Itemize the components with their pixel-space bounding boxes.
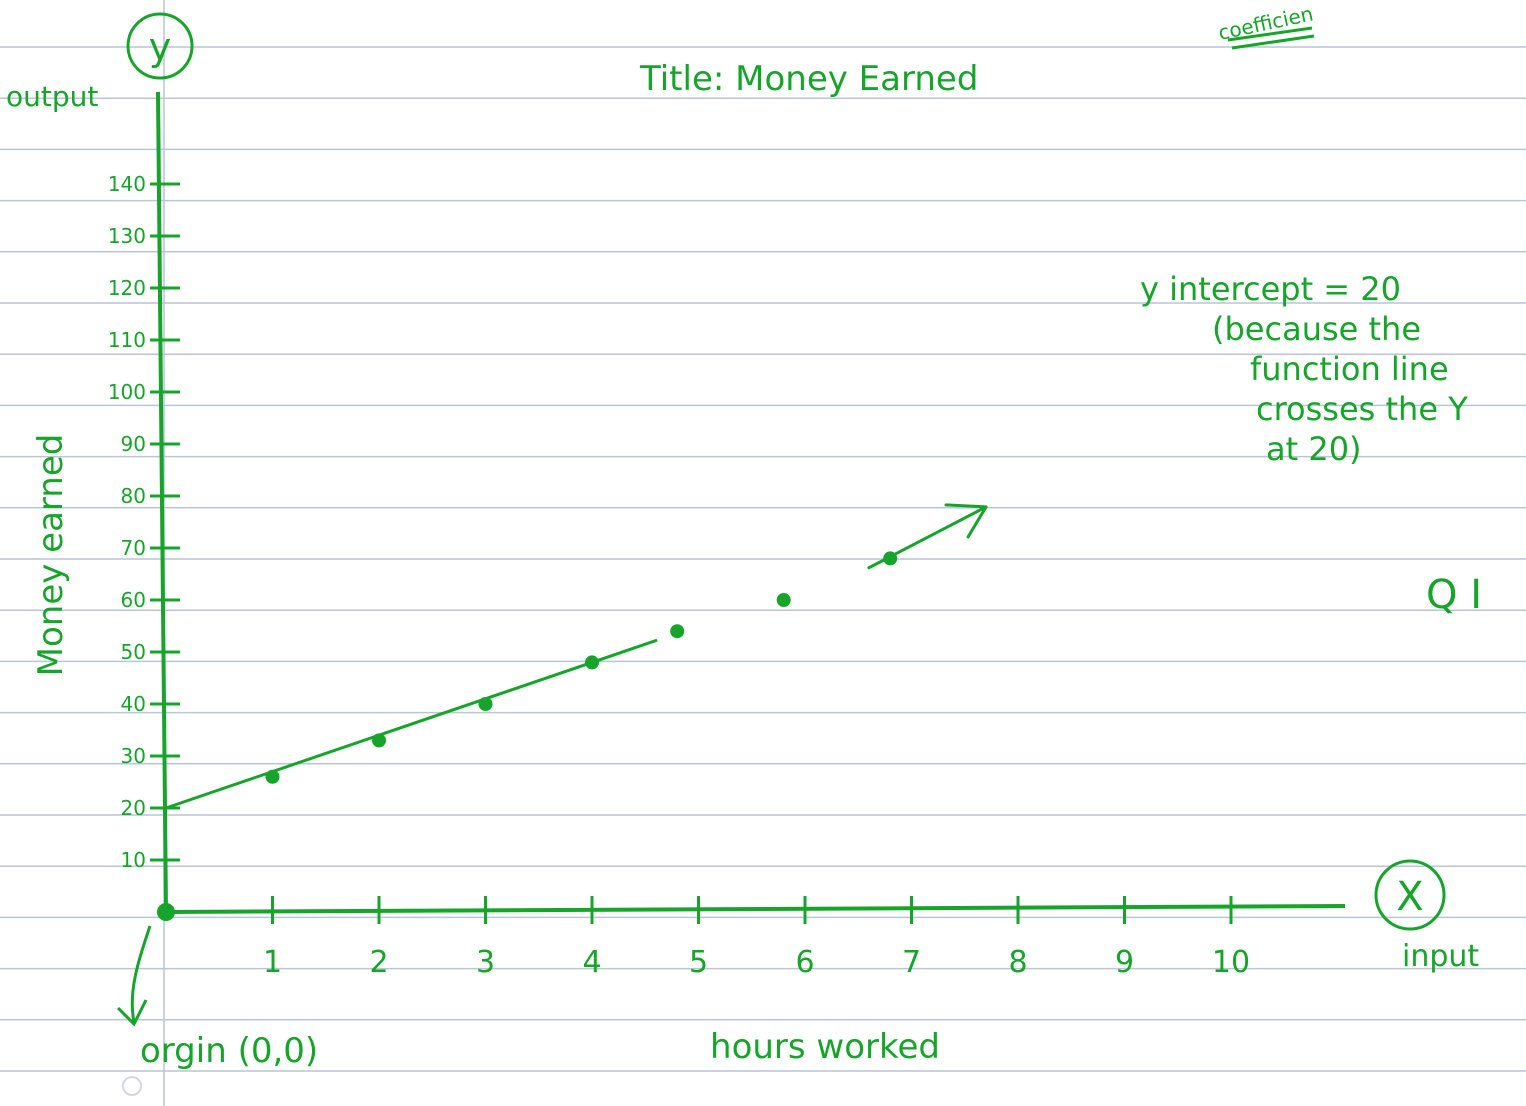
data-point (670, 624, 685, 639)
x-tick-label: 5 (689, 945, 708, 980)
y-tick-label: 10 (121, 848, 146, 872)
origin-arrow (130, 925, 152, 1023)
y-intercept-note-line: y intercept = 20 (1140, 270, 1401, 308)
header-underline-1 (1227, 26, 1313, 42)
y-axis (156, 91, 168, 913)
x-tick-label: 2 (369, 945, 388, 980)
binder-hole (122, 1076, 142, 1096)
y-intercept-note-line: crosses the Y (1256, 390, 1468, 428)
chart-title: Title: Money Earned (639, 59, 978, 99)
x-tick-label: 6 (795, 945, 814, 980)
x-tick-label: 7 (902, 945, 921, 980)
y-tick-label: 60 (121, 588, 146, 612)
y-tick-label: 140 (108, 172, 146, 196)
y-role-label: output (6, 80, 98, 113)
y-tick-label: 120 (108, 276, 146, 300)
x-axis-name-circle (1374, 859, 1446, 931)
data-points (265, 551, 898, 784)
y-tick-label: 80 (121, 484, 146, 508)
data-point (265, 769, 280, 784)
x-tick-label: 3 (476, 945, 495, 980)
y-axis-label: Money earned (31, 434, 71, 677)
y-tick-label: 20 (121, 796, 146, 820)
y-tick-label: 110 (108, 328, 146, 352)
y-axis-name-circle (126, 12, 194, 80)
origin-arrow-head (116, 999, 148, 1027)
x-axis-name: X (1396, 874, 1423, 920)
x-tick-label: 9 (1115, 945, 1134, 980)
data-point (776, 593, 791, 607)
data-point (883, 551, 898, 566)
x-axis-label: hours worked (710, 1027, 940, 1067)
y-tick-label: 90 (121, 432, 146, 456)
data-point (372, 733, 386, 748)
data-point (585, 655, 599, 670)
y-tick-label: 100 (108, 380, 146, 404)
y-intercept-note-line: (because the (1212, 310, 1421, 348)
x-tick-label: 1 (263, 945, 282, 980)
header-underline-2 (1231, 34, 1315, 50)
origin-label: orgin (0,0) (140, 1031, 318, 1071)
trend-arrow-head (944, 503, 988, 539)
x-role-label: input (1402, 939, 1479, 974)
y-tick-label: 130 (108, 224, 146, 248)
ruled-lines (0, 46, 1526, 1072)
x-tick-label: 10 (1212, 945, 1250, 980)
x-tick-label: 4 (582, 945, 601, 980)
x-axis (165, 904, 1346, 914)
trend-line (164, 639, 658, 810)
x-tick-label: 8 (1008, 945, 1027, 980)
y-intercept-note-line: function line (1250, 350, 1449, 388)
quadrant-label: Q I (1426, 572, 1482, 618)
y-tick-label: 30 (121, 744, 146, 768)
x-axis-ticks: 1 2 3 4 5 6 7 8 9 10 (263, 896, 1250, 980)
y-tick-label: 70 (121, 536, 146, 560)
y-axis-name: y (149, 25, 172, 69)
y-tick-label: 40 (121, 692, 146, 716)
data-point (478, 697, 493, 711)
y-intercept-note-line: at 20) (1266, 430, 1362, 468)
origin-dot (157, 903, 175, 921)
y-tick-label: 50 (121, 640, 146, 664)
y-axis-ticks: 10 20 30 40 50 60 70 80 90 100 110 120 130 140 (108, 172, 180, 872)
